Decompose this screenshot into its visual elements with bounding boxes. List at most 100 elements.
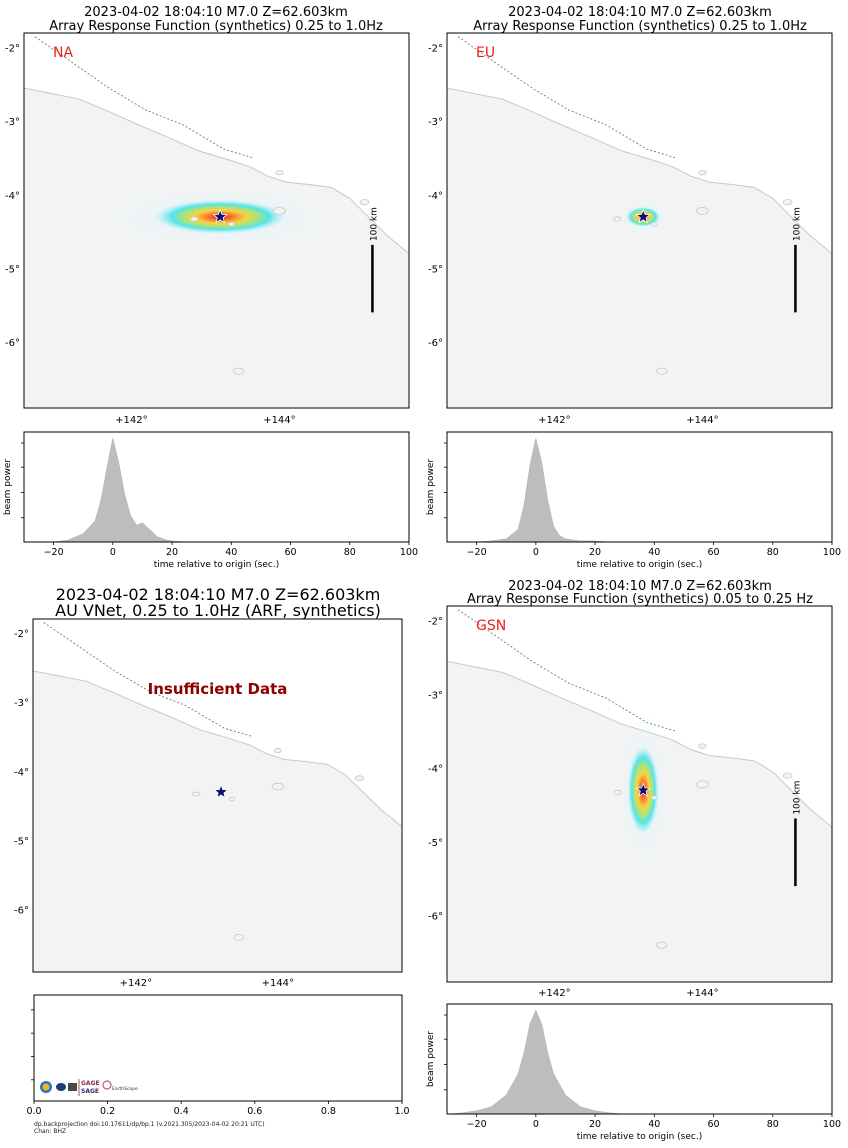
beam-power-plot-eu: −20 0 20 40 60 80 100 time relative to origin (… bbox=[426, 431, 841, 570]
island bbox=[650, 222, 658, 227]
title-eu-line2: Array Response Function (synthetics) 0.2… bbox=[473, 19, 807, 34]
title-gsn-line1: 2023-04-02 18:04:10 M7.0 Z=62.603km bbox=[508, 579, 772, 594]
map-panel-na: 100 km NA -2° -3° -4° -5° -6° +142° +144° bbox=[5, 32, 410, 426]
agency-logo-icon bbox=[56, 1083, 66, 1091]
lon-tick-label: +144° bbox=[263, 415, 295, 426]
map-content bbox=[447, 606, 832, 982]
x-tick-label: 40 bbox=[648, 1119, 660, 1130]
title-na-line2: Array Response Function (synthetics) 0.2… bbox=[49, 19, 383, 34]
lat-tick-label: -3° bbox=[428, 117, 443, 128]
title-gsn: 2023-04-02 18:04:10 M7.0 Z=62.603km Arra… bbox=[467, 579, 813, 607]
lat-tick-label: -2° bbox=[14, 629, 29, 640]
epicenter-star-icon bbox=[212, 208, 228, 224]
x-axis-label: time relative to origin (sec.) bbox=[154, 560, 279, 570]
x-tick-label: 80 bbox=[767, 547, 779, 558]
title-au: 2023-04-02 18:04:10 M7.0 Z=62.603km AU V… bbox=[55, 585, 381, 620]
trench-line bbox=[457, 609, 677, 732]
island bbox=[698, 170, 707, 176]
plot-frame bbox=[446, 1003, 833, 1115]
lat-tick-label: -2° bbox=[428, 44, 443, 55]
lat-tick-label: -4° bbox=[5, 191, 20, 202]
x-tick-label: 100 bbox=[823, 547, 841, 558]
logo-group: GAGE SAGE EarthScope bbox=[40, 1079, 138, 1096]
y-axis-label: beam power bbox=[426, 459, 436, 516]
map-panel-gsn: 100 km GSN -2° -3° -4° -5° -6° +142° +144° bbox=[428, 605, 833, 999]
gage-logo-text: GAGE bbox=[81, 1080, 100, 1087]
lon-tick-label: +144° bbox=[686, 988, 718, 999]
beam-power-area bbox=[446, 437, 833, 543]
agency-text-logo-icon bbox=[68, 1083, 77, 1091]
lon-tick-label: +144° bbox=[262, 978, 294, 989]
x-tick-label: 0.0 bbox=[26, 1106, 41, 1117]
beam-power-area bbox=[23, 437, 410, 543]
map-content bbox=[33, 619, 402, 972]
lon-tick-label: +142° bbox=[120, 978, 152, 989]
trench-line bbox=[457, 36, 677, 159]
title-na-line1: 2023-04-02 18:04:10 M7.0 Z=62.603km bbox=[84, 5, 348, 20]
island bbox=[275, 170, 284, 176]
epicenter-star-icon bbox=[635, 208, 651, 224]
lat-tick-label: -4° bbox=[428, 764, 443, 775]
coastline bbox=[447, 660, 832, 828]
scale-bar-label: 100 km bbox=[369, 207, 379, 241]
lat-tick-label: -3° bbox=[5, 117, 20, 128]
x-tick-label: 0 bbox=[533, 1119, 539, 1130]
x-tick-label: 100 bbox=[823, 1119, 841, 1130]
island bbox=[698, 743, 707, 749]
lat-tick-label: -6° bbox=[5, 338, 20, 349]
title-na: 2023-04-02 18:04:10 M7.0 Z=62.603km Arra… bbox=[49, 5, 383, 34]
island bbox=[354, 775, 365, 782]
x-tick-label: −20 bbox=[467, 1119, 487, 1130]
x-tick-label: 40 bbox=[225, 547, 237, 558]
x-tick-label: 60 bbox=[707, 1119, 719, 1130]
scale-bar-label: 100 km bbox=[792, 207, 802, 241]
map-frame bbox=[32, 618, 403, 973]
plot-frame bbox=[33, 994, 403, 1102]
x-tick-label: −20 bbox=[467, 547, 487, 558]
lat-tick-label: -6° bbox=[428, 338, 443, 349]
x-tick-label: 60 bbox=[284, 547, 296, 558]
title-eu: 2023-04-02 18:04:10 M7.0 Z=62.603km Arra… bbox=[473, 5, 807, 34]
beam-power-plot-gsn: −20 0 20 40 60 80 100 time relative to origin (… bbox=[426, 1003, 841, 1142]
island bbox=[696, 780, 709, 789]
x-tick-label: 0.2 bbox=[100, 1106, 115, 1117]
trench-line bbox=[34, 36, 254, 159]
island bbox=[782, 199, 793, 206]
map-frame bbox=[446, 605, 833, 983]
x-tick-label: −20 bbox=[44, 547, 64, 558]
island bbox=[656, 367, 668, 375]
lon-tick-label: +142° bbox=[538, 988, 570, 999]
x-tick-label: 80 bbox=[767, 1119, 779, 1130]
x-tick-label: 0 bbox=[533, 547, 539, 558]
x-axis-label: time relative to origin (sec.) bbox=[577, 560, 702, 570]
island bbox=[233, 934, 245, 941]
x-tick-label: 20 bbox=[589, 1119, 601, 1130]
panel-label: EU bbox=[476, 45, 495, 61]
x-tick-label: 0.6 bbox=[247, 1106, 262, 1117]
island bbox=[613, 789, 622, 796]
epicenter-star-icon bbox=[213, 783, 229, 799]
earthscope-logo-text: EarthScope bbox=[112, 1086, 138, 1092]
title-au-line2: AU VNet, 0.25 to 1.0Hz (ARF, synthetics) bbox=[55, 601, 381, 620]
lat-tick-label: -5° bbox=[14, 836, 29, 847]
title-gsn-line2: Array Response Function (synthetics) 0.0… bbox=[467, 592, 813, 607]
island bbox=[782, 772, 793, 779]
lat-tick-label: -2° bbox=[428, 617, 443, 628]
lon-tick-label: +142° bbox=[115, 415, 147, 426]
plot-frame bbox=[23, 431, 410, 543]
island bbox=[233, 367, 245, 375]
earthscope-logo-icon bbox=[102, 1080, 112, 1090]
island bbox=[650, 795, 658, 800]
footer-chan: Chan: BHZ bbox=[34, 1128, 66, 1135]
island bbox=[656, 941, 668, 949]
title-eu-line1: 2023-04-02 18:04:10 M7.0 Z=62.603km bbox=[508, 5, 772, 20]
island bbox=[359, 199, 370, 206]
coastline bbox=[24, 87, 409, 254]
scale-bar-label: 100 km bbox=[792, 781, 802, 815]
x-tick-label: 20 bbox=[166, 547, 178, 558]
island bbox=[273, 207, 286, 215]
map-panel-eu: 100 km EU -2° -3° -4° -5° -6° +142° +144° bbox=[428, 32, 833, 426]
map-frame bbox=[23, 32, 410, 409]
x-tick-label: 100 bbox=[400, 547, 418, 558]
title-au-line1: 2023-04-02 18:04:10 M7.0 Z=62.603km bbox=[56, 585, 381, 604]
